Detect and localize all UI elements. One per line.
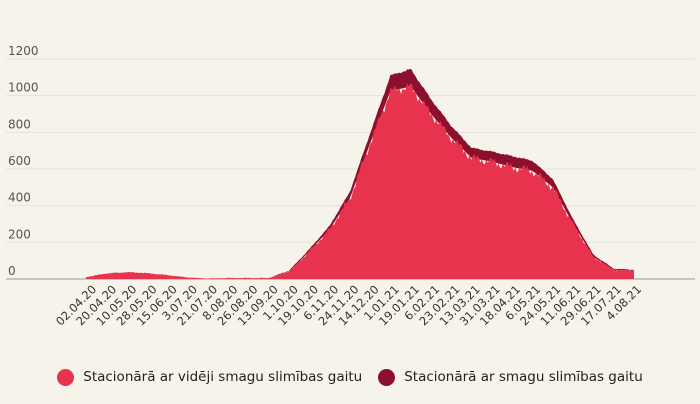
y-tick-label: 1000 bbox=[8, 81, 39, 95]
legend-swatch-severe bbox=[378, 368, 396, 386]
series-area-0 bbox=[86, 83, 634, 279]
y-tick-label: 200 bbox=[8, 227, 31, 241]
y-tick-label: 600 bbox=[8, 154, 31, 168]
legend-item-moderate: Stacionārā ar vidēji smagu slimības gait… bbox=[57, 368, 363, 386]
y-axis-ticks: 0 200 400 600 800 1000 1200 bbox=[8, 44, 39, 278]
x-axis: 02.04.2020.04.2010.05.2028.05.2015.06.20… bbox=[53, 282, 644, 328]
y-tick-label: 1200 bbox=[8, 44, 39, 58]
legend-label-moderate: Stacionārā ar vidēji smagu slimības gait… bbox=[83, 369, 363, 385]
y-tick-label: 800 bbox=[8, 117, 31, 131]
legend: Stacionārā ar vidēji smagu slimības gait… bbox=[0, 366, 700, 388]
legend-label-severe: Stacionārā ar smagu slimības gaitu bbox=[404, 369, 643, 385]
legend-item-severe: Stacionārā ar smagu slimības gaitu bbox=[378, 368, 643, 386]
y-tick-label: 0 bbox=[8, 264, 16, 278]
legend-swatch-moderate bbox=[57, 368, 75, 386]
y-tick-label: 400 bbox=[8, 191, 31, 205]
series-layer bbox=[86, 68, 634, 279]
